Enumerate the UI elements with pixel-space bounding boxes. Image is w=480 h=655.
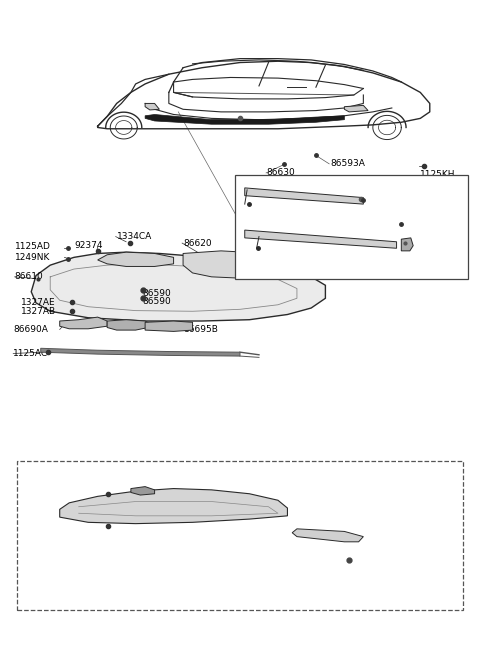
Text: 86633G: 86633G bbox=[306, 256, 342, 265]
Text: (3.3L): (3.3L) bbox=[26, 464, 55, 474]
Text: 86590: 86590 bbox=[143, 289, 171, 297]
Polygon shape bbox=[97, 252, 174, 267]
Text: 1125AD: 1125AD bbox=[14, 242, 50, 252]
Text: 86695B: 86695B bbox=[183, 325, 218, 334]
Text: 86691B: 86691B bbox=[159, 480, 194, 489]
Polygon shape bbox=[245, 188, 363, 204]
Text: 86692A: 86692A bbox=[297, 525, 332, 533]
Text: 86363M: 86363M bbox=[57, 529, 94, 538]
Polygon shape bbox=[41, 348, 240, 356]
Polygon shape bbox=[145, 321, 192, 331]
Text: 86630: 86630 bbox=[266, 168, 295, 178]
Text: 86633D: 86633D bbox=[378, 212, 413, 220]
Text: 86620: 86620 bbox=[183, 238, 212, 248]
Polygon shape bbox=[401, 238, 413, 251]
Text: 86593A: 86593A bbox=[330, 159, 365, 168]
Polygon shape bbox=[107, 320, 155, 330]
Text: 1249LG: 1249LG bbox=[349, 561, 384, 571]
Text: 86641A: 86641A bbox=[396, 242, 432, 251]
Polygon shape bbox=[292, 529, 363, 542]
Text: 1249NK: 1249NK bbox=[14, 253, 50, 262]
Text: 86642A: 86642A bbox=[396, 252, 431, 261]
Text: 86590: 86590 bbox=[143, 297, 171, 306]
Text: 92374: 92374 bbox=[74, 241, 102, 250]
Text: 86610: 86610 bbox=[14, 272, 43, 282]
Text: 1327AB: 1327AB bbox=[21, 307, 56, 316]
Polygon shape bbox=[145, 115, 344, 124]
Text: 1327AB: 1327AB bbox=[57, 493, 93, 502]
Polygon shape bbox=[254, 261, 301, 277]
Polygon shape bbox=[245, 230, 396, 248]
Text: 1125KH: 1125KH bbox=[420, 170, 456, 179]
Polygon shape bbox=[344, 105, 368, 112]
Text: 85744: 85744 bbox=[121, 257, 150, 266]
Text: 1125AC: 1125AC bbox=[13, 349, 48, 358]
Text: 86693A: 86693A bbox=[159, 552, 194, 561]
Text: 86690A: 86690A bbox=[13, 325, 48, 334]
Bar bbox=[17, 460, 463, 610]
Polygon shape bbox=[183, 251, 311, 278]
Text: 86633G: 86633G bbox=[239, 227, 275, 236]
Text: 1327AE: 1327AE bbox=[21, 298, 55, 307]
Text: 1334CA: 1334CA bbox=[117, 232, 152, 241]
Text: 1339CD: 1339CD bbox=[368, 221, 404, 230]
Polygon shape bbox=[60, 317, 107, 329]
Polygon shape bbox=[60, 489, 288, 523]
Polygon shape bbox=[131, 487, 155, 495]
Polygon shape bbox=[145, 103, 159, 110]
Polygon shape bbox=[31, 252, 325, 321]
Bar bbox=[235, 175, 468, 279]
